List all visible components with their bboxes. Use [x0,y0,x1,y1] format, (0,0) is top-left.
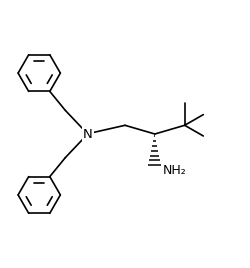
Text: N: N [83,128,92,140]
Text: NH₂: NH₂ [162,163,186,177]
